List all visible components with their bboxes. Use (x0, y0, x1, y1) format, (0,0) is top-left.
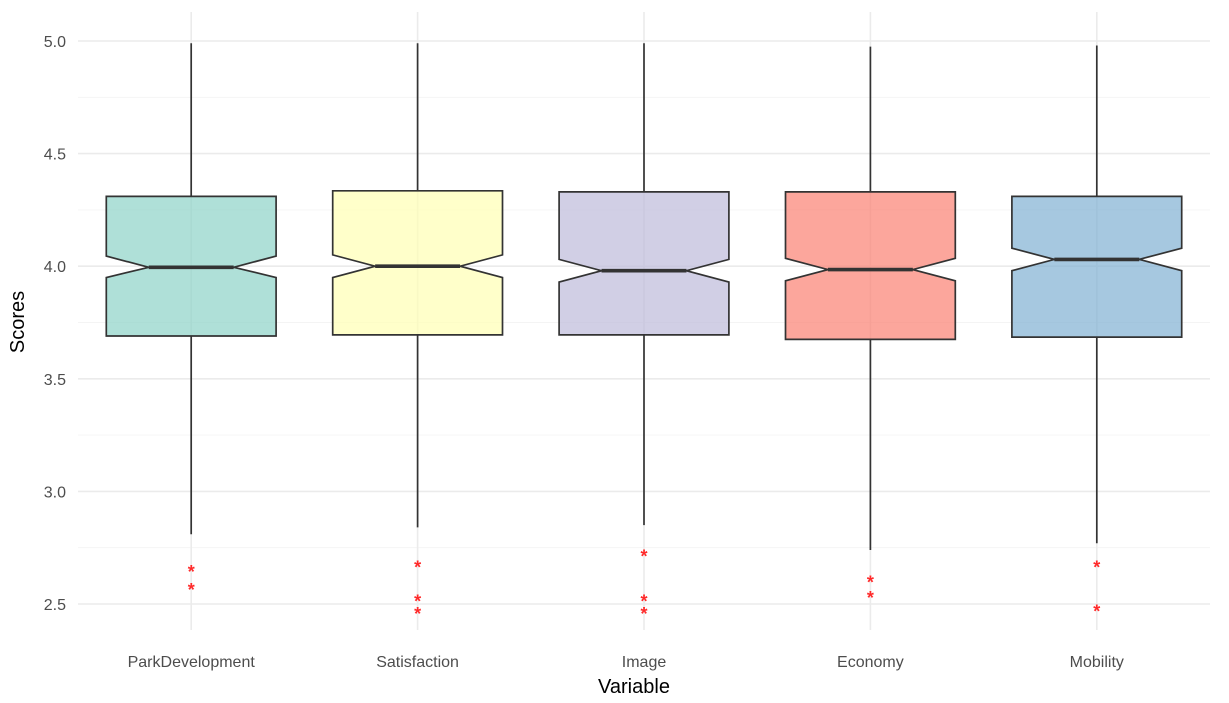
outlier-point: * (640, 591, 647, 611)
box-mobility (1011, 195, 1183, 338)
box-image (558, 191, 730, 336)
y-tick-label: 5.0 (44, 34, 66, 51)
outlier-point: * (414, 604, 421, 624)
outlier-point: * (867, 572, 874, 592)
axes: 2.5 3.0 3.5 4.0 4.5 5.0 ParkDevelopment Satisfa… (44, 34, 1124, 671)
x-tick-label: Image (622, 654, 667, 671)
outlier-point: * (414, 591, 421, 611)
boxes: ************ (105, 43, 1183, 624)
outlier-point: * (867, 588, 874, 608)
outlier-point: * (640, 604, 647, 624)
y-axis-title: Scores (7, 291, 29, 353)
outlier-point: * (640, 546, 647, 566)
outlier-point: * (1093, 558, 1100, 578)
y-tick-label: 3.5 (44, 372, 66, 389)
x-tick-label: Mobility (1070, 654, 1124, 671)
outlier-point: * (1093, 602, 1100, 622)
outlier-point: * (188, 562, 195, 582)
y-tick-label: 4.5 (44, 147, 66, 164)
x-axis-title: Variable (598, 676, 670, 698)
box-economy (784, 191, 957, 341)
outlier-point: * (414, 558, 421, 578)
x-tick-label: Economy (837, 654, 904, 671)
outlier-point: * (188, 580, 195, 600)
y-tick-label: 4.0 (44, 259, 66, 276)
x-tick-label: ParkDevelopment (128, 654, 256, 671)
x-tick-label: Satisfaction (376, 654, 459, 671)
y-tick-label: 2.5 (44, 597, 66, 614)
y-tick-label: 3.0 (44, 484, 66, 501)
box-satisfaction (331, 189, 504, 336)
